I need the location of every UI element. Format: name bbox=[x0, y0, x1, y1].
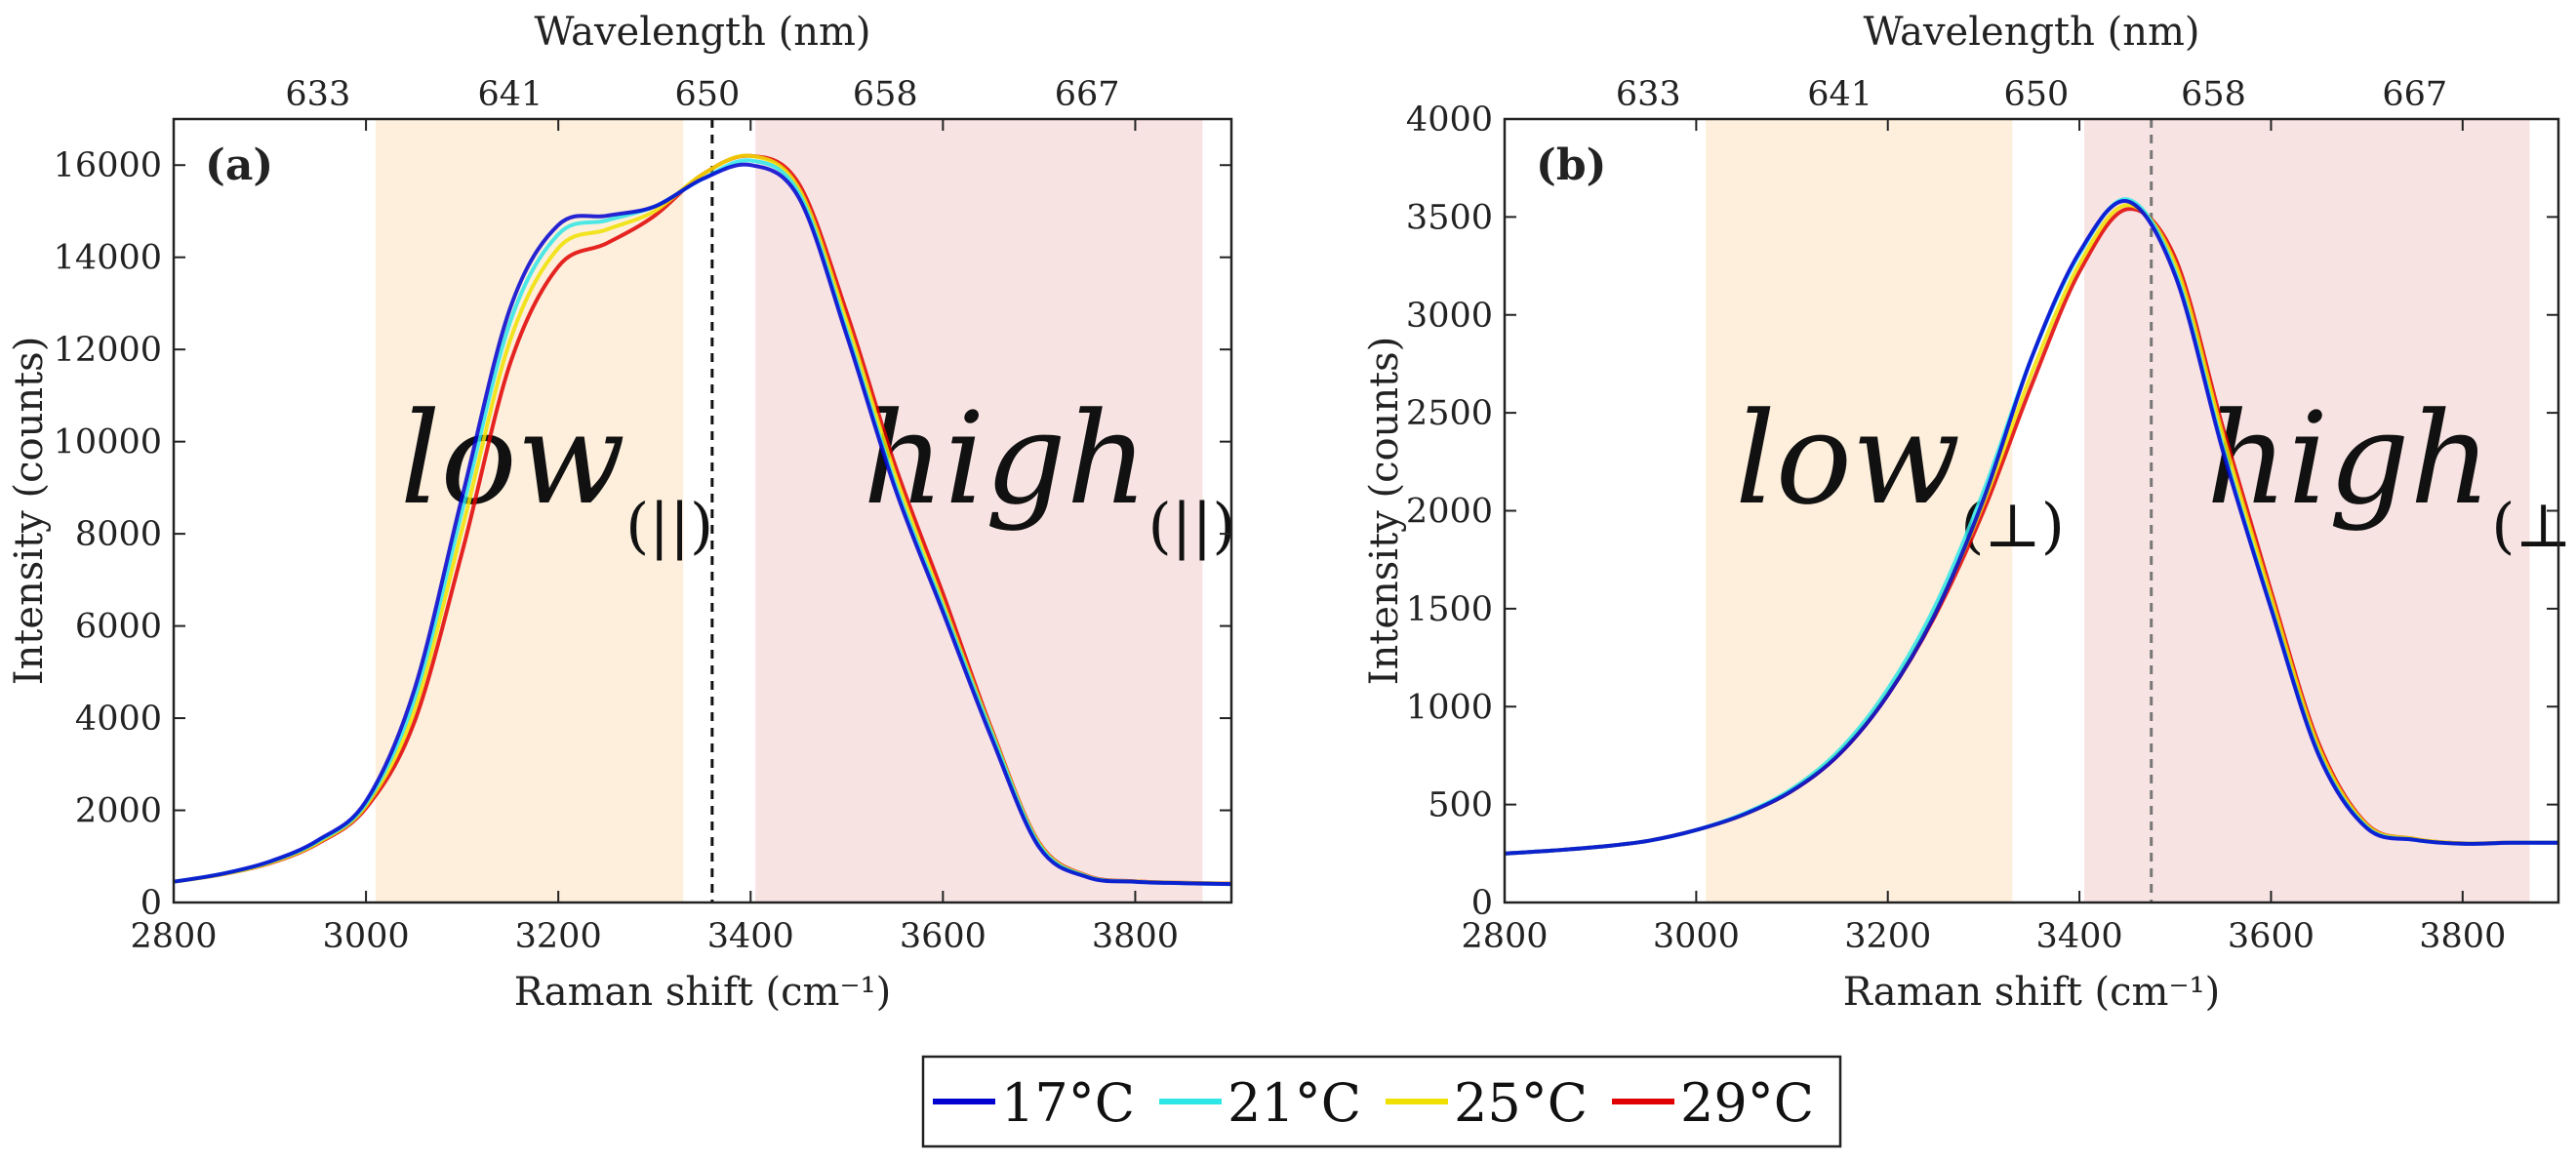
region-high-word: high bbox=[2206, 384, 2491, 533]
x-axis-title: Raman shift (cm⁻¹) bbox=[1843, 970, 2221, 1015]
series-group bbox=[174, 153, 1231, 887]
x-tick-label: 3200 bbox=[515, 917, 602, 956]
x-tick-label: 2800 bbox=[130, 917, 217, 956]
y-tick-label: 3000 bbox=[1406, 297, 1493, 336]
region-high-band bbox=[755, 119, 1203, 902]
top-tick-label: 650 bbox=[675, 75, 741, 114]
region-high-subscript: (||) bbox=[1147, 490, 1235, 561]
y-tick-label: 12000 bbox=[54, 331, 162, 370]
top-tick-label: 650 bbox=[2004, 75, 2070, 114]
region-high-band bbox=[2084, 119, 2530, 902]
y-tick-label: 6000 bbox=[75, 608, 162, 647]
x-tick-label: 3600 bbox=[900, 917, 986, 956]
top-axis-title: Wavelength (nm) bbox=[1863, 10, 2199, 55]
x-tick-label: 3600 bbox=[2228, 917, 2314, 956]
series-group bbox=[1505, 197, 2558, 856]
panel-label: (b) bbox=[1536, 140, 1606, 190]
y-tick-label: 0 bbox=[141, 884, 162, 923]
x-tick-label: 3400 bbox=[2036, 917, 2123, 956]
top-tick-label: 633 bbox=[1616, 75, 1681, 114]
y-tick-label: 500 bbox=[1428, 786, 1493, 825]
x-tick-label: 3200 bbox=[1844, 917, 1931, 956]
region-low-band bbox=[375, 119, 684, 902]
legend-label: 21°C bbox=[1228, 1072, 1361, 1134]
top-axis-title: Wavelength (nm) bbox=[534, 10, 870, 55]
region-low-word: low bbox=[1735, 384, 1960, 533]
y-tick-label: 16000 bbox=[54, 146, 162, 185]
x-tick-label: 2800 bbox=[1461, 917, 1548, 956]
x-axis-title: Raman shift (cm⁻¹) bbox=[514, 970, 892, 1015]
y-tick-label: 14000 bbox=[54, 239, 162, 278]
legend: 17°C 21°C 25°C 29°C bbox=[921, 1055, 1842, 1148]
y-tick-label: 2000 bbox=[75, 792, 162, 831]
y-tick-label: 4000 bbox=[75, 700, 162, 739]
top-tick-label: 658 bbox=[2181, 75, 2246, 114]
x-tick-label: 3800 bbox=[2419, 917, 2506, 956]
legend-label: 29°C bbox=[1680, 1072, 1814, 1134]
y-tick-label: 3500 bbox=[1406, 198, 1493, 237]
region-low-subscript: (||) bbox=[625, 490, 713, 561]
top-tick-label: 641 bbox=[1807, 75, 1872, 114]
plot-frame bbox=[172, 117, 1233, 904]
series-line-17c bbox=[1505, 199, 2558, 856]
top-tick-label: 667 bbox=[1055, 75, 1120, 114]
y-tick-label: 1000 bbox=[1406, 688, 1493, 727]
panel-a: low(||) high(||)2800 3000 3200 3400 3600 38000… bbox=[7, 10, 1236, 1015]
region-low-label: low(||) bbox=[400, 384, 713, 561]
top-tick-label: 667 bbox=[2382, 75, 2447, 114]
y-tick-label: 0 bbox=[1471, 884, 1493, 923]
legend-label: 17°C bbox=[1001, 1072, 1135, 1134]
y-tick-label: 2000 bbox=[1406, 493, 1493, 532]
top-tick-label: 633 bbox=[285, 75, 350, 114]
x-tick-label: 3400 bbox=[707, 917, 794, 956]
legend-label: 25°C bbox=[1454, 1072, 1588, 1134]
x-tick-label: 3800 bbox=[1092, 917, 1179, 956]
x-tick-label: 3000 bbox=[323, 917, 410, 956]
y-tick-label: 2500 bbox=[1406, 394, 1493, 433]
panel-b: low (⊥)high(⊥) 2800 3000 3200 3400 3600 3800 0 50… bbox=[1362, 10, 2576, 1015]
legend-box bbox=[921, 1055, 1842, 1148]
region-high-subscript: (⊥) bbox=[2491, 490, 2576, 561]
top-tick-label: 658 bbox=[853, 75, 918, 114]
x-tick-label: 3000 bbox=[1653, 917, 1740, 956]
y-axis-title: Intensity (counts) bbox=[1362, 337, 1407, 686]
series-line-17c bbox=[174, 162, 1231, 887]
y-tick-label: 1500 bbox=[1406, 590, 1493, 629]
y-tick-label: 10000 bbox=[54, 423, 162, 462]
region-low-word: low bbox=[400, 384, 625, 533]
top-tick-label: 641 bbox=[478, 75, 543, 114]
panel-label: (a) bbox=[205, 140, 273, 190]
y-tick-label: 4000 bbox=[1406, 100, 1493, 140]
region-high-label: high(⊥) bbox=[2206, 384, 2576, 561]
y-tick-label: 8000 bbox=[75, 515, 162, 554]
region-low-band bbox=[1706, 119, 2013, 902]
y-axis-title: Intensity (counts) bbox=[7, 337, 52, 686]
